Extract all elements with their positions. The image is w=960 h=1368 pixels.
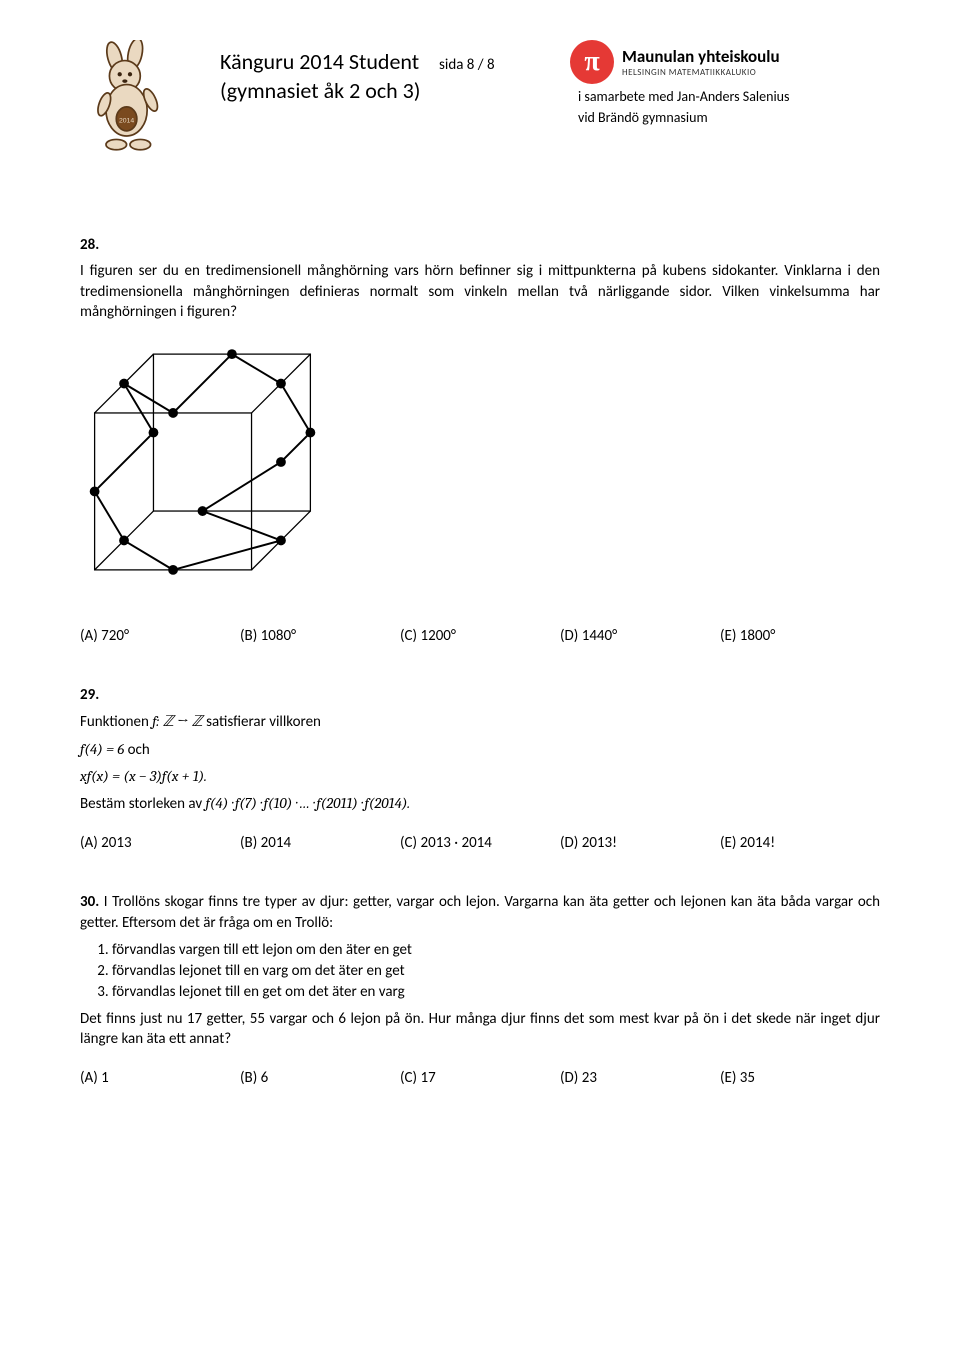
q30-opt-e: (E) 35 (720, 1069, 880, 1087)
collab-line2: vid Brändö gymnasium (570, 109, 880, 126)
q28-text: I figuren ser du en tredimensionell mång… (80, 261, 880, 322)
q30-rule-1: förvandlas vargen till ett lejon om den … (112, 941, 880, 959)
page-info: sida 8 / 8 (439, 56, 495, 74)
q30-rules: förvandlas vargen till ett lejon om den … (80, 941, 880, 1001)
title-line1: Känguru 2014 Student (220, 48, 419, 75)
q30-after: Det finns just nu 17 getter, 55 vargar o… (80, 1009, 880, 1050)
q29-l4-math: f(4) · f(7) · f(10) · … · f(2011) · f(20… (206, 794, 411, 812)
q29-opt-e: (E) 2014! (720, 834, 880, 852)
q29-l1-pre: Funktionen (80, 713, 152, 731)
q28-opt-b: (B) 1080° (240, 627, 400, 645)
header-right: π Maunulan yhteiskoulu HELSINGIN MATEMAT… (570, 40, 880, 126)
q29-l3: xf(x) = (x − 3)f(x + 1). (80, 767, 207, 785)
q30-num: 30. (80, 893, 99, 911)
q28-figure (75, 332, 880, 597)
q30-text: I Trollöns skogar finns tre typer av dju… (80, 893, 880, 931)
school-name: Maunulan yhteiskoulu (622, 46, 780, 67)
q28-opt-d: (D) 1440° (560, 627, 720, 645)
q28-opt-e: (E) 1800° (720, 627, 880, 645)
q30-opt-a: (A) 1 (80, 1069, 240, 1087)
header: 2014 Känguru 2014 Student sida 8 / 8 (gy… (80, 40, 880, 165)
mascot-illustration: 2014 (80, 40, 180, 165)
q29-l2: f(4) = 6 (80, 740, 124, 758)
q29-l2-post: och (124, 741, 150, 759)
title-line2: (gymnasiet åk 2 och 3) (220, 77, 570, 104)
q29-opt-b: (B) 2014 (240, 834, 400, 852)
q30-opt-b: (B) 6 (240, 1069, 400, 1087)
school-sub: HELSINGIN MATEMATIIKKALUKIO (622, 67, 780, 78)
header-title: Känguru 2014 Student sida 8 / 8 (gymnasi… (220, 40, 570, 104)
q29-l1-post: satisfierar villkoren (203, 713, 321, 731)
q30-options: (A) 1 (B) 6 (C) 17 (D) 23 (E) 35 (80, 1069, 880, 1087)
problem-29: 29. Funktionen f: ℤ → ℤ satisfierar vill… (80, 685, 880, 852)
q30-rule-3: förvandlas lejonet till en get om det ät… (112, 983, 880, 1001)
problem-30: 30. I Trollöns skogar finns tre typer av… (80, 892, 880, 1087)
q29-l1-math: f: ℤ → ℤ (152, 712, 202, 730)
svg-text:2014: 2014 (119, 117, 134, 124)
q30-opt-c: (C) 17 (400, 1069, 560, 1087)
q29-opt-d: (D) 2013! (560, 834, 720, 852)
q28-opt-a: (A) 720° (80, 627, 240, 645)
q28-opt-c: (C) 1200° (400, 627, 560, 645)
collab-line1: i samarbete med Jan-Anders Salenius (570, 88, 880, 105)
q30-opt-d: (D) 23 (560, 1069, 720, 1087)
q28-options: (A) 720° (B) 1080° (C) 1200° (D) 1440° (… (80, 627, 880, 645)
page: 2014 Känguru 2014 Student sida 8 / 8 (gy… (0, 0, 960, 1368)
q29-l4-pre: Bestäm storleken av (80, 795, 206, 813)
q28-num: 28. (80, 236, 99, 254)
q29-opt-a: (A) 2013 (80, 834, 240, 852)
pi-logo-icon: π (570, 40, 614, 84)
q29-opt-c: (C) 2013 · 2014 (400, 834, 560, 852)
q30-rule-2: förvandlas lejonet till en varg om det ä… (112, 962, 880, 980)
q29-num: 29. (80, 686, 99, 704)
problem-28: 28. I figuren ser du en tredimensionell … (80, 235, 880, 645)
q29-options: (A) 2013 (B) 2014 (C) 2013 · 2014 (D) 20… (80, 834, 880, 852)
